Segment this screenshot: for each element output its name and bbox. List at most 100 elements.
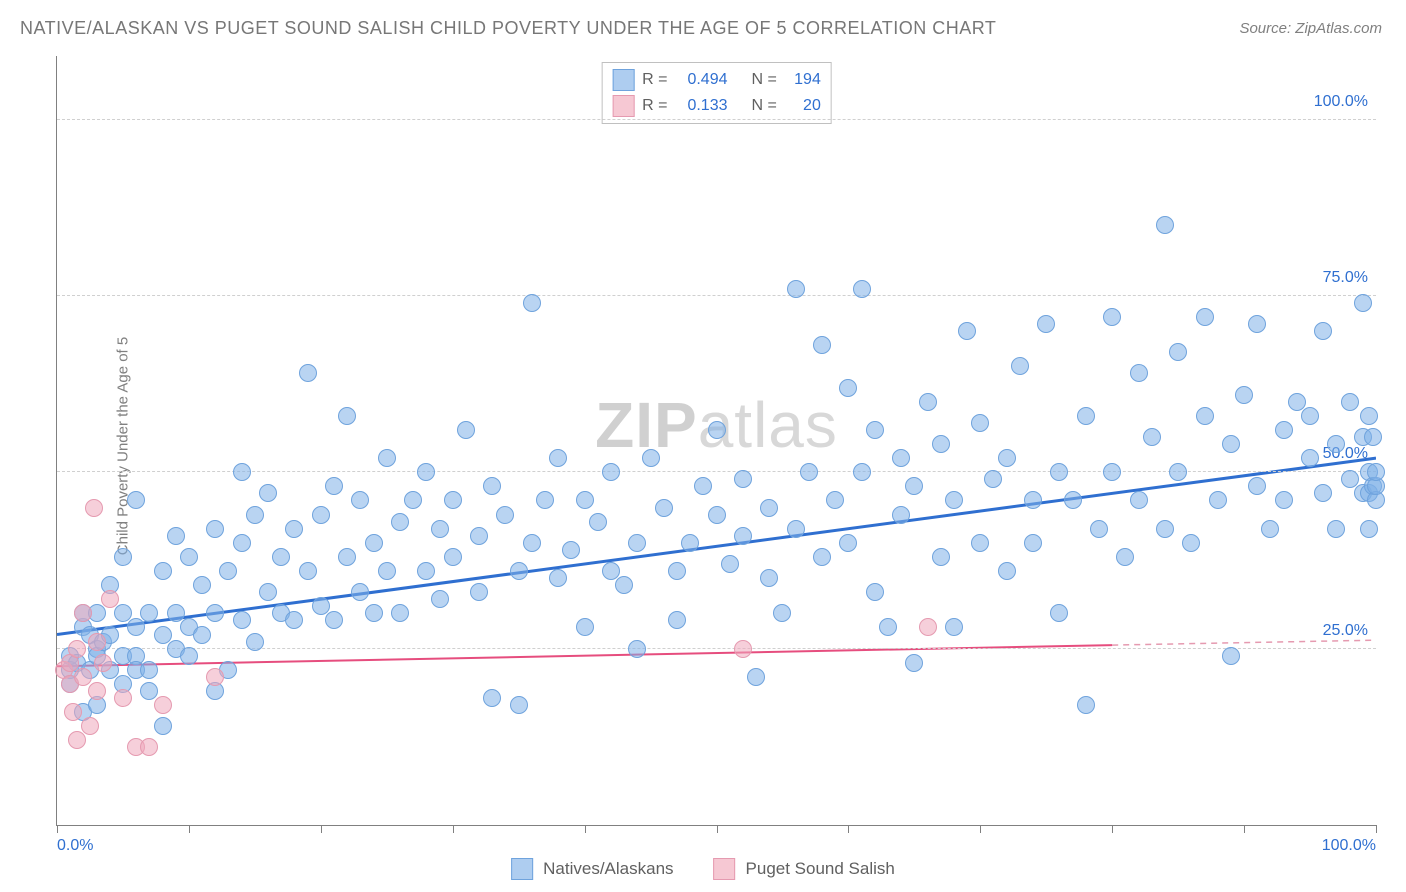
data-point xyxy=(404,491,422,509)
stats-legend: R =0.494N =194R =0.133N =20 xyxy=(601,62,832,124)
data-point xyxy=(853,463,871,481)
data-point xyxy=(1037,315,1055,333)
x-tick xyxy=(585,825,586,833)
legend-item: Natives/Alaskans xyxy=(511,858,673,880)
data-point xyxy=(1354,294,1372,312)
data-point xyxy=(721,555,739,573)
data-point xyxy=(866,421,884,439)
data-point xyxy=(1248,477,1266,495)
n-label: N = xyxy=(752,93,777,119)
data-point xyxy=(64,703,82,721)
data-point xyxy=(839,379,857,397)
data-point xyxy=(919,618,937,636)
data-point xyxy=(88,633,106,651)
data-point xyxy=(866,583,884,601)
data-point xyxy=(773,604,791,622)
data-point xyxy=(180,647,198,665)
data-point xyxy=(483,689,501,707)
data-point xyxy=(114,548,132,566)
data-point xyxy=(351,583,369,601)
data-point xyxy=(945,618,963,636)
r-value: 0.494 xyxy=(676,67,728,93)
data-point xyxy=(1209,491,1227,509)
legend-swatch xyxy=(612,69,634,91)
data-point xyxy=(1275,421,1293,439)
data-point xyxy=(365,604,383,622)
data-point xyxy=(932,435,950,453)
data-point xyxy=(734,470,752,488)
data-point xyxy=(68,640,86,658)
data-point xyxy=(68,731,86,749)
trend-line xyxy=(1112,640,1376,645)
data-point xyxy=(1275,491,1293,509)
y-tick-label: 100.0% xyxy=(1314,93,1368,111)
data-point xyxy=(378,449,396,467)
x-tick xyxy=(321,825,322,833)
data-point xyxy=(391,604,409,622)
chart-title: NATIVE/ALASKAN VS PUGET SOUND SALISH CHI… xyxy=(20,18,996,39)
data-point xyxy=(1314,322,1332,340)
data-point xyxy=(1116,548,1134,566)
data-point xyxy=(101,590,119,608)
data-point xyxy=(813,336,831,354)
data-point xyxy=(1341,470,1359,488)
data-point xyxy=(312,597,330,615)
data-point xyxy=(259,583,277,601)
r-label: R = xyxy=(642,93,667,119)
data-point xyxy=(470,583,488,601)
data-point xyxy=(562,541,580,559)
data-point xyxy=(246,506,264,524)
data-point xyxy=(1360,407,1378,425)
legend-swatch xyxy=(714,858,736,880)
data-point xyxy=(1327,520,1345,538)
data-point xyxy=(734,640,752,658)
data-point xyxy=(826,491,844,509)
data-point xyxy=(510,696,528,714)
data-point xyxy=(1261,520,1279,538)
data-point xyxy=(708,421,726,439)
chart-container: NATIVE/ALASKAN VS PUGET SOUND SALISH CHI… xyxy=(0,0,1406,892)
data-point xyxy=(642,449,660,467)
data-point xyxy=(971,414,989,432)
data-point xyxy=(1077,407,1095,425)
data-point xyxy=(628,534,646,552)
data-point xyxy=(839,534,857,552)
data-point xyxy=(734,527,752,545)
data-point xyxy=(1364,428,1382,446)
data-point xyxy=(984,470,1002,488)
data-point xyxy=(958,322,976,340)
data-point xyxy=(1103,308,1121,326)
data-point xyxy=(1235,386,1253,404)
data-point xyxy=(272,548,290,566)
data-point xyxy=(1182,534,1200,552)
legend-swatch xyxy=(612,95,634,117)
data-point xyxy=(1024,491,1042,509)
data-point xyxy=(1327,435,1345,453)
data-point xyxy=(1103,463,1121,481)
data-point xyxy=(285,520,303,538)
data-point xyxy=(1169,463,1187,481)
data-point xyxy=(1130,364,1148,382)
data-point xyxy=(431,520,449,538)
r-value: 0.133 xyxy=(676,93,728,119)
data-point xyxy=(523,294,541,312)
data-point xyxy=(919,393,937,411)
data-point xyxy=(602,562,620,580)
r-label: R = xyxy=(642,67,667,93)
data-point xyxy=(523,534,541,552)
x-tick xyxy=(980,825,981,833)
data-point xyxy=(496,506,514,524)
data-point xyxy=(998,562,1016,580)
data-point xyxy=(760,569,778,587)
data-point xyxy=(1288,393,1306,411)
data-point xyxy=(1341,393,1359,411)
data-point xyxy=(206,668,224,686)
data-point xyxy=(457,421,475,439)
data-point xyxy=(206,520,224,538)
data-point xyxy=(1360,520,1378,538)
data-point xyxy=(787,280,805,298)
data-point xyxy=(1222,435,1240,453)
data-point xyxy=(668,611,686,629)
data-point xyxy=(114,604,132,622)
data-point xyxy=(351,491,369,509)
